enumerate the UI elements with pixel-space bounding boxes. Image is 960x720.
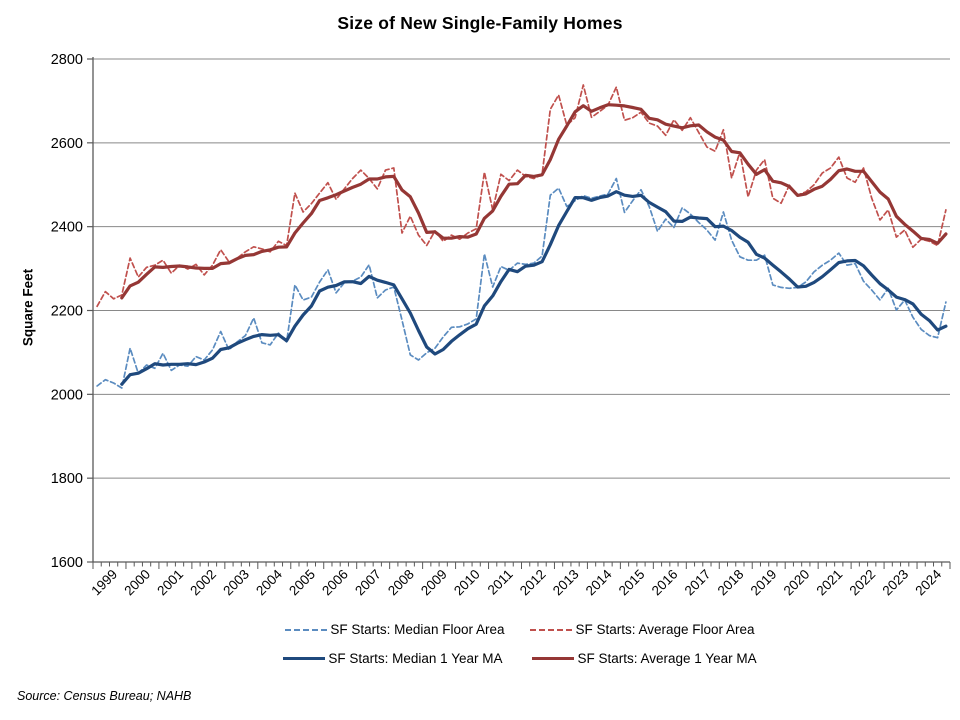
x-tick-label: 2014 xyxy=(583,566,615,598)
legend-item-median-floor-area: SF Starts: Median Floor Area xyxy=(285,622,504,637)
x-tick-label: 2020 xyxy=(781,567,813,599)
x-tick-label: 2010 xyxy=(451,567,483,599)
source-note: Source: Census Bureau; NAHB xyxy=(17,689,192,703)
x-tick-label: 2002 xyxy=(187,567,219,599)
series-line-sf-starts-average-floor-area xyxy=(96,84,947,308)
x-tick-label: 2012 xyxy=(517,567,549,599)
series-line-sf-starts-median-floor-area xyxy=(96,177,947,389)
x-tick-label: 2017 xyxy=(682,567,714,599)
legend-label-average-1yr-ma: SF Starts: Average 1 Year MA xyxy=(577,651,757,666)
y-tick-label: 2000 xyxy=(51,387,83,403)
x-tick-label: 2022 xyxy=(847,567,879,599)
series-line-sf-starts-median-1-year-ma xyxy=(120,190,948,386)
legend-swatch-average-floor-area xyxy=(530,628,573,631)
x-tick-label: 2008 xyxy=(385,567,417,599)
legend-row-1: SF Starts: Median Floor Area SF Starts: … xyxy=(80,622,960,637)
x-tick-label: 2007 xyxy=(352,567,384,599)
chart-title: Size of New Single-Family Homes xyxy=(337,13,623,33)
legend-row-2: SF Starts: Median 1 Year MA SF Starts: A… xyxy=(80,651,960,666)
legend-label-average-floor-area: SF Starts: Average Floor Area xyxy=(575,622,755,637)
legend-item-average-1yr-ma: SF Starts: Average 1 Year MA xyxy=(532,651,757,666)
x-tick-label: 2003 xyxy=(220,567,252,599)
x-tick-label: 2019 xyxy=(748,567,780,599)
x-tick-label: 2000 xyxy=(121,567,153,599)
legend-item-median-1yr-ma: SF Starts: Median 1 Year MA xyxy=(283,651,502,666)
y-tick-label: 2400 xyxy=(51,220,83,236)
y-tick-label: 2200 xyxy=(51,304,83,320)
y-tick-label: 1800 xyxy=(51,471,83,487)
x-tick-label: 2024 xyxy=(912,566,944,598)
y-tick-label: 2600 xyxy=(51,136,83,152)
legend-swatch-median-1yr-ma xyxy=(283,657,326,660)
legend-label-median-floor-area: SF Starts: Median Floor Area xyxy=(330,622,505,637)
x-tick-label: 2001 xyxy=(154,567,186,599)
x-tick-label: 2004 xyxy=(253,566,285,598)
x-tick-label: 2006 xyxy=(319,567,351,599)
x-tick-label: 2015 xyxy=(616,567,648,599)
legend-label-median-1yr-ma: SF Starts: Median 1 Year MA xyxy=(328,651,503,666)
legend-item-average-floor-area: SF Starts: Average Floor Area xyxy=(530,622,755,637)
y-tick-label: 1600 xyxy=(51,555,83,571)
x-tick-label: 2021 xyxy=(814,567,846,599)
x-tick-label: 2009 xyxy=(418,567,450,599)
x-tick-label: 2013 xyxy=(550,567,582,599)
x-tick-label: 1999 xyxy=(88,567,120,599)
legend-swatch-average-1yr-ma xyxy=(532,657,575,660)
x-tick-label: 2005 xyxy=(286,567,318,599)
series-line-sf-starts-average-1-year-ma xyxy=(120,103,948,300)
x-tick-label: 2011 xyxy=(485,567,516,598)
x-tick-label: 2023 xyxy=(879,567,911,599)
y-tick-label: 2800 xyxy=(51,52,83,68)
x-tick-label: 2016 xyxy=(649,567,681,599)
legend-swatch-median-floor-area xyxy=(285,628,328,631)
x-tick-label: 2018 xyxy=(715,567,747,599)
